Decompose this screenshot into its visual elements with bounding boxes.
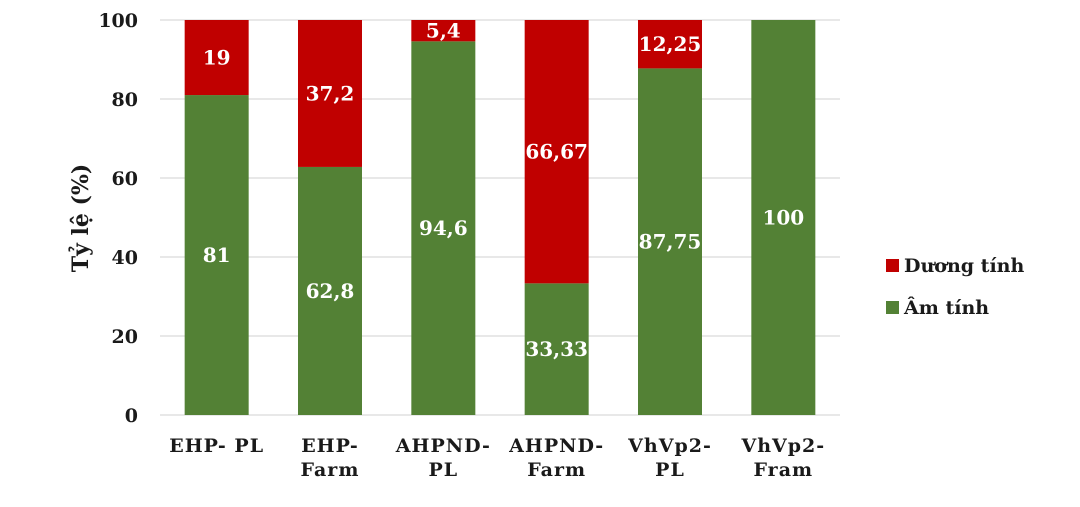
- y-tick-label: 20: [112, 326, 138, 348]
- data-label: 87,75: [639, 230, 702, 254]
- legend-swatch: [886, 301, 899, 314]
- x-category-label: VhVp2-: [740, 435, 825, 457]
- x-axis-categories: EHP- PL EHP-FarmAHPND-PLAHPND-FarmVhVp2-P…: [169, 435, 825, 481]
- data-label: 37,2: [306, 81, 355, 105]
- data-label: 94,6: [419, 216, 468, 240]
- y-tick-label: 40: [112, 247, 138, 269]
- bar-segment: [638, 68, 702, 415]
- x-category-label: EHP- PL: [169, 435, 264, 457]
- data-label: 100: [762, 206, 804, 230]
- bar-segment: [184, 20, 249, 96]
- y-tick-label: 80: [112, 89, 138, 111]
- y-tick-label: 100: [98, 10, 138, 32]
- x-category-label: VhVp2-: [627, 435, 712, 457]
- legend-label: Âm tính: [903, 296, 989, 319]
- bar-segment: [298, 166, 362, 415]
- bar-segment: [411, 20, 476, 42]
- data-label: 5,4: [426, 19, 461, 43]
- legend: Dương tính Âm tính: [886, 255, 1024, 319]
- data-label: 62,8: [306, 279, 355, 303]
- x-category-label: AHPND-: [508, 435, 604, 457]
- y-axis-ticks: 0 20 40 60 80 100: [98, 10, 138, 427]
- x-category-label: Farm: [527, 459, 586, 481]
- y-tick-label: 0: [125, 405, 138, 427]
- x-category-label: EHP-: [301, 435, 359, 457]
- bar-segment: [524, 20, 589, 284]
- bar-segment: [638, 20, 702, 69]
- data-label: 19: [203, 46, 231, 70]
- x-category-label: PL: [655, 459, 685, 481]
- x-category-label: AHPND-: [395, 435, 491, 457]
- x-category-label: PL: [429, 459, 459, 481]
- bar-segment: [524, 283, 589, 415]
- gridlines: [160, 19, 840, 416]
- legend-label: Dương tính: [904, 255, 1024, 277]
- bar-segment: [184, 95, 249, 416]
- x-category-label: Fram: [754, 459, 814, 481]
- data-label: 33,33: [525, 337, 588, 361]
- data-labels: 81 19 62,8 37,2 94,6 5,4 33,33 66,67 87,75 12,25 1…: [203, 19, 804, 362]
- x-category-label: Farm: [301, 459, 360, 481]
- bars: [184, 20, 816, 416]
- legend-swatch: [886, 259, 899, 272]
- bar-segment: [411, 41, 476, 415]
- data-label: 12,25: [639, 32, 702, 56]
- y-tick-label: 60: [112, 168, 138, 190]
- bar-segment: [751, 20, 816, 415]
- data-label: 81: [203, 243, 231, 267]
- y-axis-title: Tỷ lệ (%): [68, 164, 94, 273]
- data-label: 66,67: [525, 140, 588, 164]
- bar-segment: [298, 20, 362, 167]
